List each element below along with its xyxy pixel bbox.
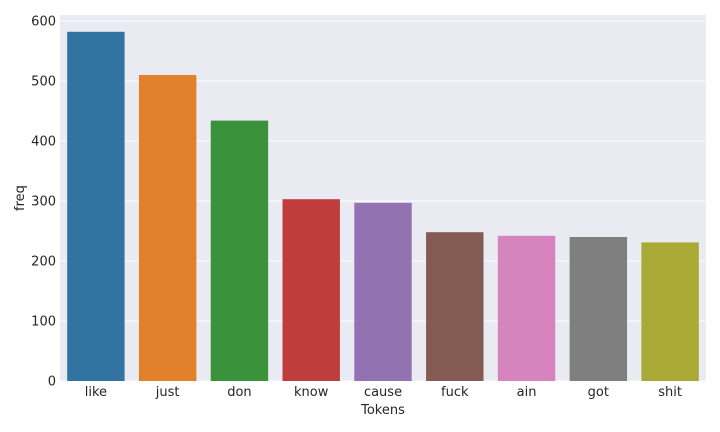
x-tick-label: don [227,385,251,400]
x-tick-label: cause [364,385,402,400]
x-tick-label: know [294,385,329,400]
bar-ain [497,235,556,381]
y-tick-label: 200 [31,255,56,270]
bar-fuck [426,232,484,381]
bar-just [138,75,197,381]
x-axis-label: Tokens [360,403,405,418]
bar-don [210,120,269,381]
y-tick-label: 0 [48,375,56,390]
bar-got [569,237,628,381]
x-tick-label: ain [517,385,537,400]
bar-shit [641,242,699,381]
x-tick-labels: like just don know cause fuck ain got shit [85,385,682,400]
y-tick-label: 300 [31,195,56,210]
x-tick-label: shit [658,385,682,400]
x-tick-label: got [588,385,609,400]
bar-like [67,31,125,382]
y-axis-label: freq [13,185,28,211]
x-tick-label: like [85,385,107,400]
bar-know [282,199,340,381]
bars [67,31,699,382]
y-tick-labels: 0 100 200 300 400 500 600 [31,15,56,390]
x-tick-label: just [155,385,180,400]
x-tick-label: fuck [441,385,469,400]
y-tick-label: 100 [31,315,56,330]
y-tick-label: 500 [31,75,56,90]
y-tick-label: 400 [31,135,56,150]
y-tick-label: 600 [31,15,56,30]
bar-cause [354,202,412,381]
